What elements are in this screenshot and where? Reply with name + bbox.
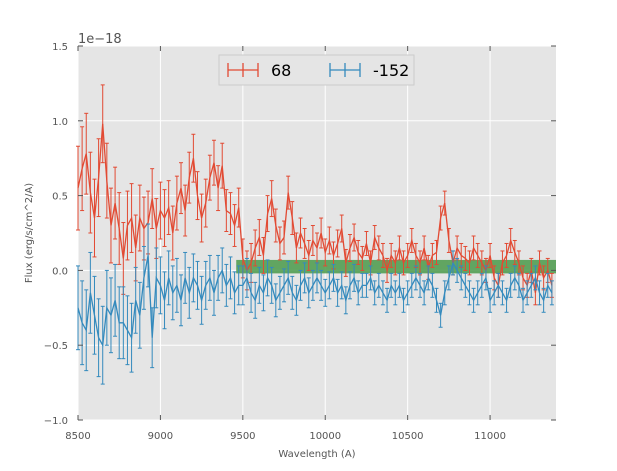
x-tick-label: 9000 <box>148 431 173 442</box>
y-tick-label: 0.5 <box>52 192 68 203</box>
legend-label: -152 <box>373 61 409 80</box>
series--152 <box>76 223 554 385</box>
x-tick-label: 10000 <box>309 431 341 442</box>
y-tick-label: −1.0 <box>44 416 68 427</box>
y-tick-label: 0.0 <box>52 266 68 277</box>
y-offset-label: 1e−18 <box>78 32 122 47</box>
legend: 68 -152 <box>218 54 415 86</box>
x-tick-label: 8500 <box>65 431 90 442</box>
series-line <box>77 255 553 348</box>
y-tick-label: 1.0 <box>52 117 68 128</box>
tick-layer: 8500 9000 9500 10000 10500 11000 −1.0 −0.5 0.0 0.… <box>44 42 556 442</box>
x-axis-label: Wavelength (A) <box>278 449 355 460</box>
y-tick-label: 1.5 <box>52 42 68 53</box>
series-line <box>77 123 553 293</box>
legend-label: 68 <box>271 61 291 80</box>
x-tick-label: 11000 <box>474 431 506 442</box>
y-tick-label: −0.5 <box>44 341 68 352</box>
x-tick-label: 10500 <box>392 431 424 442</box>
series-layer <box>76 84 554 385</box>
y-axis-label: Flux (erg/s/cm^2/A) <box>24 183 35 283</box>
x-tick-label: 9500 <box>230 431 255 442</box>
